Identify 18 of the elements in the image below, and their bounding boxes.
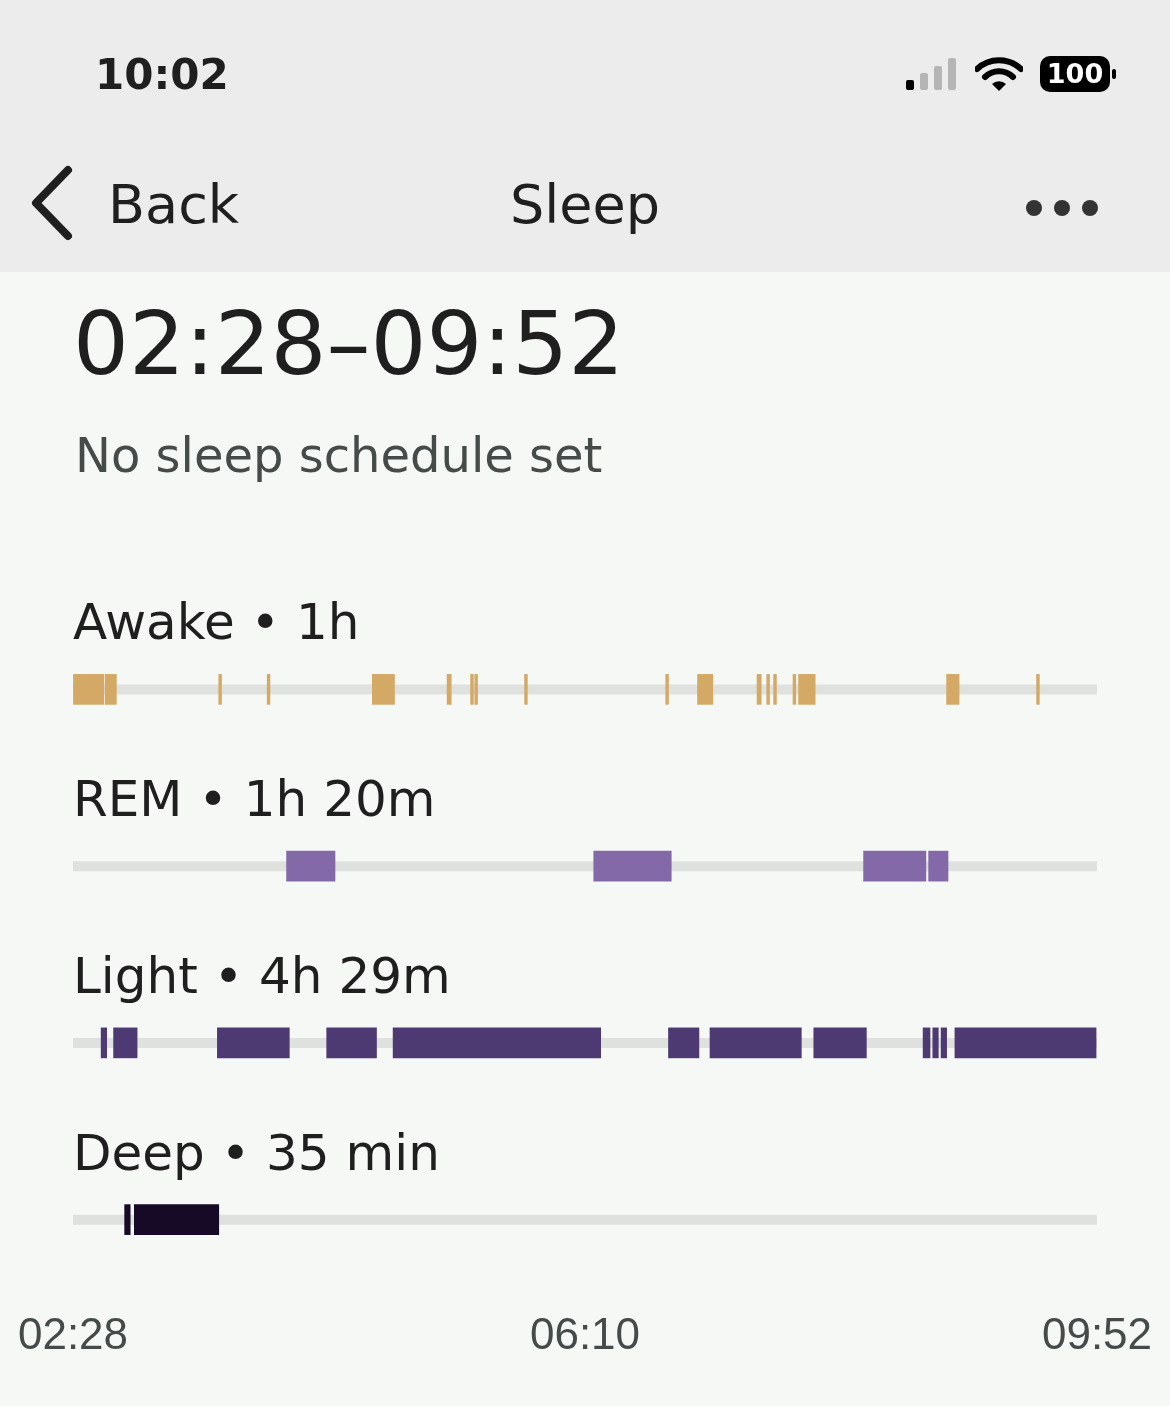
x-tick-label: 02:28 xyxy=(17,1308,129,1358)
y-tick-label: Deep • 35 min xyxy=(73,1123,440,1182)
x-tick-label: 09:52 xyxy=(1041,1308,1153,1358)
bar xyxy=(766,674,770,705)
text: Back xyxy=(108,173,240,236)
y-tick-label: Light • 4h 29m xyxy=(73,946,451,1005)
chart-title: 02:28–09:52 xyxy=(73,292,625,395)
bar xyxy=(798,674,816,705)
text: 100 xyxy=(1042,58,1108,90)
text: Sleep xyxy=(509,173,660,236)
x-tick-label: 06:10 xyxy=(529,1308,641,1358)
y-tick-label: REM • 1h 20m xyxy=(73,770,436,829)
bar xyxy=(946,674,960,705)
y-tick-label: Awake • 1h xyxy=(73,593,360,652)
chart-subtitle: No sleep schedule set xyxy=(75,427,603,483)
bar xyxy=(773,674,777,705)
bar xyxy=(1036,674,1040,705)
text: 10:02 xyxy=(95,50,229,99)
